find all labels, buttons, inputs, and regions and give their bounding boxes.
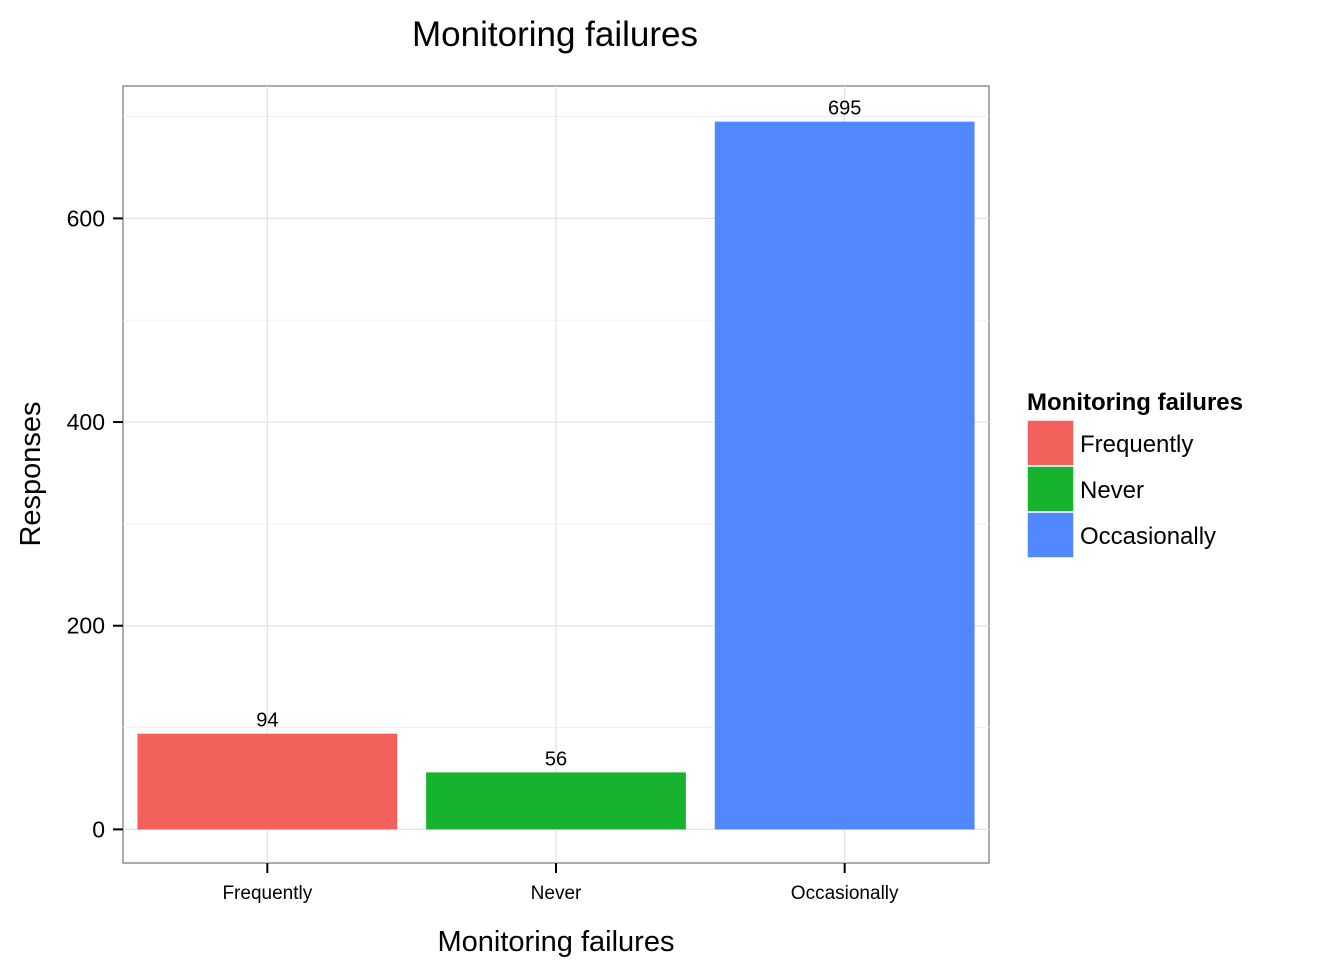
- legend-label: Occasionally: [1080, 523, 1216, 550]
- y-tick-label: 600: [67, 205, 105, 231]
- y-tick-label: 0: [92, 816, 105, 842]
- y-axis-title: Responses: [15, 401, 47, 546]
- bar-value-label: 695: [828, 98, 861, 120]
- legend-items: Frequently Never Occasionally: [1026, 419, 1216, 559]
- bar-value-label: 94: [256, 710, 278, 732]
- bar-occasionally: [714, 121, 975, 830]
- bar-never: [426, 772, 686, 830]
- y-axis: 0 200 400 600: [67, 205, 123, 842]
- bar-frequently: [137, 733, 398, 830]
- legend-label: Never: [1080, 477, 1144, 504]
- bar-value-labels: 94 56 695: [256, 98, 861, 771]
- chart-title: Monitoring failures: [412, 15, 698, 54]
- legend-key-frequently: [1026, 419, 1075, 467]
- x-axis-title: Monitoring failures: [438, 926, 675, 958]
- x-axis: Frequently Never Occasionally: [222, 863, 899, 904]
- legend-title: Monitoring failures: [1027, 389, 1243, 416]
- legend-key-occasionally: [1026, 511, 1075, 559]
- legend-key-never: [1026, 465, 1075, 513]
- y-tick-label: 200: [67, 613, 105, 639]
- x-tick-label: Occasionally: [791, 883, 899, 904]
- legend: Monitoring failures Frequently Never Occas…: [1026, 389, 1243, 559]
- x-tick-label: Never: [531, 883, 582, 904]
- bars: [137, 121, 975, 830]
- bar-value-label: 56: [545, 748, 567, 770]
- x-tick-label: Frequently: [222, 883, 312, 904]
- legend-label: Frequently: [1080, 431, 1193, 458]
- plot-area: 94 56 695: [122, 85, 990, 864]
- y-tick-label: 400: [67, 409, 105, 435]
